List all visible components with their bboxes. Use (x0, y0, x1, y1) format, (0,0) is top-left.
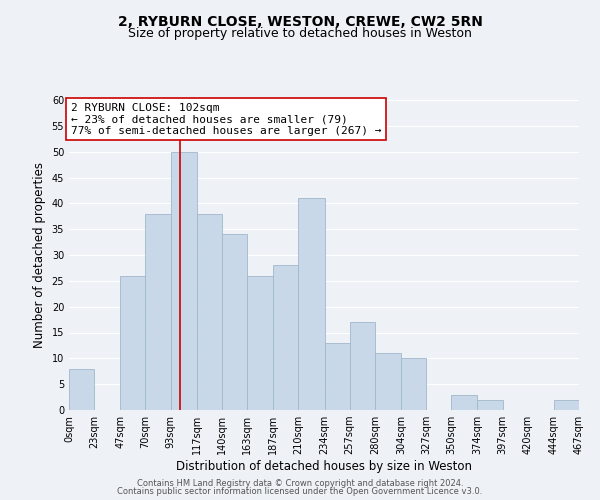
Bar (401, 358, 426, 410)
Bar (298, 198, 325, 410)
Bar (273, 266, 298, 410)
Bar (247, 276, 273, 410)
Bar (121, 276, 145, 410)
Bar (170, 152, 197, 410)
Bar (375, 353, 401, 410)
Y-axis label: Number of detached properties: Number of detached properties (33, 162, 46, 348)
Bar (350, 322, 375, 410)
Bar (478, 400, 503, 410)
Bar (325, 343, 350, 410)
Text: 2 RYBURN CLOSE: 102sqm
← 23% of detached houses are smaller (79)
77% of semi-det: 2 RYBURN CLOSE: 102sqm ← 23% of detached… (71, 102, 381, 136)
Text: 2, RYBURN CLOSE, WESTON, CREWE, CW2 5RN: 2, RYBURN CLOSE, WESTON, CREWE, CW2 5RN (118, 15, 482, 29)
Bar (69, 368, 94, 410)
Text: Contains HM Land Registry data © Crown copyright and database right 2024.: Contains HM Land Registry data © Crown c… (137, 478, 463, 488)
Bar (145, 214, 170, 410)
Text: Contains public sector information licensed under the Open Government Licence v3: Contains public sector information licen… (118, 487, 482, 496)
Bar (222, 234, 247, 410)
Bar (554, 400, 579, 410)
Text: Size of property relative to detached houses in Weston: Size of property relative to detached ho… (128, 28, 472, 40)
Bar (451, 394, 478, 410)
X-axis label: Distribution of detached houses by size in Weston: Distribution of detached houses by size … (176, 460, 472, 473)
Bar (197, 214, 222, 410)
